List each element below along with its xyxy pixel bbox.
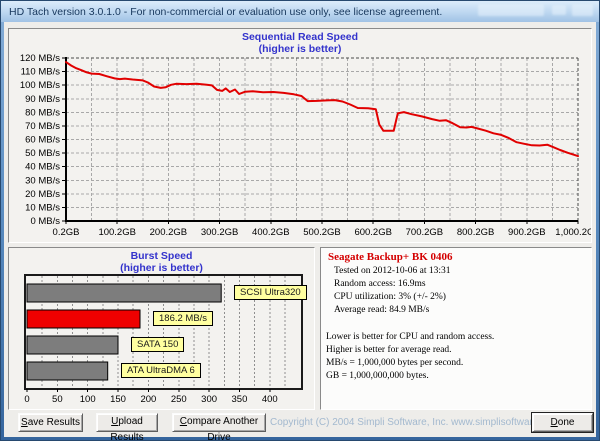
- burst-plot-box: [24, 274, 303, 390]
- y-tick-label: 90 MB/s: [25, 94, 60, 105]
- info-notes: Lower is better for CPU and random acces…: [321, 331, 591, 383]
- y-tick-label: 50 MB/s: [25, 148, 60, 159]
- info-note: MB/s = 1,000,000 bytes per second.: [326, 358, 464, 368]
- drive-info-panel: Seagate Backup+ BK 0406 Tested on 2012-1…: [320, 247, 592, 410]
- copyright-text: Copyright (C) 2004 Simpli Software, Inc.…: [270, 417, 561, 428]
- y-tick-label: 60 MB/s: [25, 135, 60, 146]
- x-tick-label: 500.2GB: [303, 227, 341, 238]
- y-tick-label: 100 MB/s: [20, 80, 60, 91]
- burst-bar: [26, 309, 141, 329]
- y-tick-label: 80 MB/s: [25, 107, 60, 118]
- sequential-read-chart: 0 MB/s 10 MB/s 20 MB/s 30 MB/s 40 MB/s 50 MB/…: [20, 53, 591, 238]
- burst-x-tick-label: 100: [80, 394, 96, 405]
- y-tick-label: 120 MB/s: [20, 53, 60, 64]
- burst-chart-title-line1: Burst Speed: [130, 250, 193, 262]
- burst-x-tick-label: 250: [171, 394, 187, 405]
- titlebar-artifact: [552, 5, 566, 15]
- x-tick-label: 700.2GB: [406, 227, 444, 238]
- drive-name: Seagate Backup+ BK 0406: [328, 251, 453, 263]
- burst-speed-chart: 0 50 100 150 200 250 300 350 400: [24, 274, 303, 405]
- cpu-utilization: CPU utilization: 3% (+/- 2%): [334, 292, 446, 302]
- x-tick-label: 1,000.2GB: [555, 227, 591, 238]
- burst-x-tick-label: 350: [232, 394, 248, 405]
- burst-x-tick-label: 300: [201, 394, 217, 405]
- x-tick-label: 800.2GB: [457, 227, 495, 238]
- x-tick-label: 100.2GB: [98, 227, 136, 238]
- info-note: GB = 1,000,000,000 bytes.: [326, 371, 429, 381]
- x-tick-label: 200.2GB: [150, 227, 188, 238]
- y-tick-label: 30 MB/s: [25, 175, 60, 186]
- upload-results-button[interactable]: Upload Results: [96, 413, 158, 441]
- y-tick-label: 10 MB/s: [25, 202, 60, 213]
- burst-x-tick-label: 0: [24, 394, 29, 405]
- burst-chart-title: Burst Speed (higher is better): [9, 250, 314, 274]
- tested-on: Tested on 2012-10-06 at 13:31: [334, 266, 451, 276]
- info-note: Lower is better for CPU and random acces…: [326, 332, 495, 342]
- x-tick-label: 300.2GB: [201, 227, 239, 238]
- burst-bar: [26, 335, 119, 355]
- done-button[interactable]: Done: [532, 413, 593, 432]
- read-speed-line: [65, 61, 579, 158]
- x-tick-label: 400.2GB: [252, 227, 290, 238]
- titlebar[interactable]: HD Tach version 3.0.1.0 - For non-commer…: [1, 1, 599, 22]
- compare-another-drive-button[interactable]: Compare Another Drive: [172, 413, 266, 441]
- burst-x-tick-label: 150: [110, 394, 126, 405]
- y-tick-label: 0 MB/s: [30, 216, 60, 227]
- burst-bar: [26, 283, 222, 303]
- y-tick-label: 70 MB/s: [25, 121, 60, 132]
- titlebar-artifact: [572, 4, 593, 16]
- average-read: Average read: 84.9 MB/s: [334, 305, 430, 315]
- save-results-button[interactable]: Save Results: [18, 413, 83, 432]
- random-access: Random access: 16.9ms: [334, 279, 426, 289]
- window-title: HD Tach version 3.0.1.0 - For non-commer…: [9, 5, 443, 18]
- burst-chart-title-line2: (higher is better): [120, 262, 203, 274]
- sequential-chart-title-line2: (higher is better): [258, 43, 342, 55]
- info-note: Higher is better for average read.: [326, 345, 452, 355]
- y-tick-label: 40 MB/s: [25, 162, 60, 173]
- titlebar-artifact: [478, 4, 544, 16]
- burst-x-tick-label: 50: [52, 394, 63, 405]
- burst-speed-panel: Burst Speed (higher is better) 0 50 100 150…: [8, 247, 315, 410]
- x-tick-label: 0.2GB: [53, 227, 80, 238]
- y-tick-label: 110 MB/s: [21, 67, 61, 78]
- client-area: Sequential Read Speed (higher is better)…: [4, 22, 596, 441]
- burst-bar: [26, 361, 109, 381]
- y-tick-label: 20 MB/s: [25, 189, 60, 200]
- sequential-chart-title: Sequential Read Speed (higher is better): [9, 31, 591, 55]
- x-tick-label: 900.2GB: [508, 227, 546, 238]
- x-tick-label: 600.2GB: [354, 227, 392, 238]
- burst-x-tick-label: 400: [262, 394, 278, 405]
- sequential-read-panel: Sequential Read Speed (higher is better)…: [8, 28, 592, 243]
- sequential-chart-title-line1: Sequential Read Speed: [241, 31, 359, 43]
- burst-x-tick-label: 200: [140, 394, 156, 405]
